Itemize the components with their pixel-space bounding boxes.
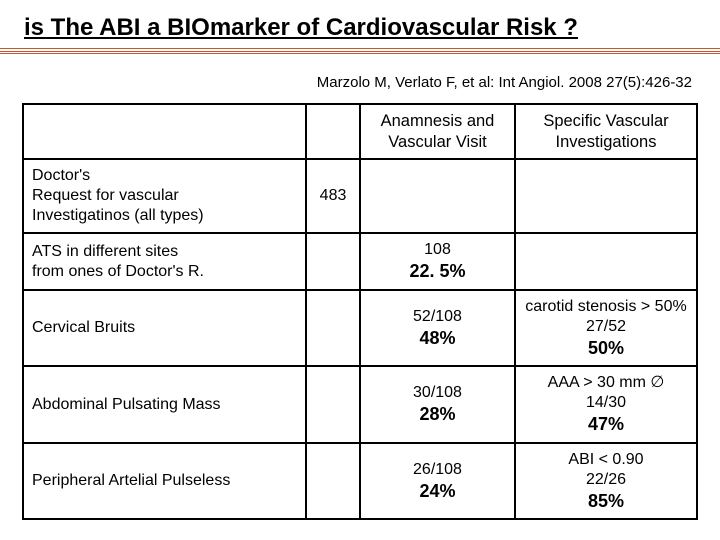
cell-value bbox=[306, 366, 360, 443]
percent: 22. 5% bbox=[369, 260, 506, 283]
col-header: Anamnesis and Vascular Visit bbox=[360, 104, 515, 159]
value: 52/108 bbox=[413, 308, 462, 325]
value: 108 bbox=[424, 241, 451, 258]
percent: 24% bbox=[369, 480, 506, 503]
cell-value bbox=[306, 290, 360, 367]
cell-value bbox=[306, 233, 360, 290]
cell-value bbox=[306, 443, 360, 520]
percent: 85% bbox=[524, 490, 688, 513]
percent: 48% bbox=[369, 327, 506, 350]
col-header: Specific Vascular Investigations bbox=[515, 104, 697, 159]
cell-value: AAA > 30 mm ∅ 14/30 47% bbox=[515, 366, 697, 443]
table-row: Abdominal Pulsating Mass 30/108 28% AAA … bbox=[23, 366, 697, 443]
cell-value bbox=[360, 159, 515, 233]
percent: 50% bbox=[524, 337, 688, 360]
citation: Marzolo M, Verlato F, et al: Int Angiol.… bbox=[22, 74, 692, 91]
cell-value: 30/108 28% bbox=[360, 366, 515, 443]
ratio: 27/52 bbox=[524, 317, 688, 337]
row-label: ATS in different sitesfrom ones of Docto… bbox=[23, 233, 306, 290]
cell-value: 52/108 48% bbox=[360, 290, 515, 367]
row-label: Abdominal Pulsating Mass bbox=[23, 366, 306, 443]
finding: AAA > 30 mm ∅ bbox=[548, 374, 665, 391]
row-label: Cervical Bruits bbox=[23, 290, 306, 367]
table-row: ATS in different sitesfrom ones of Docto… bbox=[23, 233, 697, 290]
title-rule bbox=[0, 48, 720, 54]
cell-value: 26/108 24% bbox=[360, 443, 515, 520]
title-text: is The ABI a BIOmarker of Cardiovascular… bbox=[24, 14, 578, 41]
cell-value: 483 bbox=[306, 159, 360, 233]
cell-value bbox=[515, 159, 697, 233]
table-header-row: Anamnesis and Vascular Visit Specific Va… bbox=[23, 104, 697, 159]
cell-value bbox=[515, 233, 697, 290]
row-label: Doctor'sRequest for vascularInvestigatin… bbox=[23, 159, 306, 233]
col-header bbox=[23, 104, 306, 159]
finding: carotid stenosis > 50% bbox=[525, 298, 686, 315]
table-row: Cervical Bruits 52/108 48% carotid steno… bbox=[23, 290, 697, 367]
percent: 47% bbox=[524, 413, 688, 436]
page-title: is The ABI a BIOmarker of Cardiovascular… bbox=[24, 14, 698, 42]
value: 26/108 bbox=[413, 461, 462, 478]
ratio: 22/26 bbox=[524, 470, 688, 490]
percent: 28% bbox=[369, 403, 506, 426]
value: 30/108 bbox=[413, 384, 462, 401]
cell-value: carotid stenosis > 50% 27/52 50% bbox=[515, 290, 697, 367]
finding: ABI < 0.90 bbox=[568, 451, 643, 468]
cell-value: ABI < 0.90 22/26 85% bbox=[515, 443, 697, 520]
ratio: 14/30 bbox=[524, 393, 688, 413]
col-header bbox=[306, 104, 360, 159]
table-row: Doctor'sRequest for vascularInvestigatin… bbox=[23, 159, 697, 233]
row-label: Peripheral Artelial Pulseless bbox=[23, 443, 306, 520]
table-row: Peripheral Artelial Pulseless 26/108 24%… bbox=[23, 443, 697, 520]
cell-value: 108 22. 5% bbox=[360, 233, 515, 290]
data-table: Anamnesis and Vascular Visit Specific Va… bbox=[22, 103, 698, 520]
